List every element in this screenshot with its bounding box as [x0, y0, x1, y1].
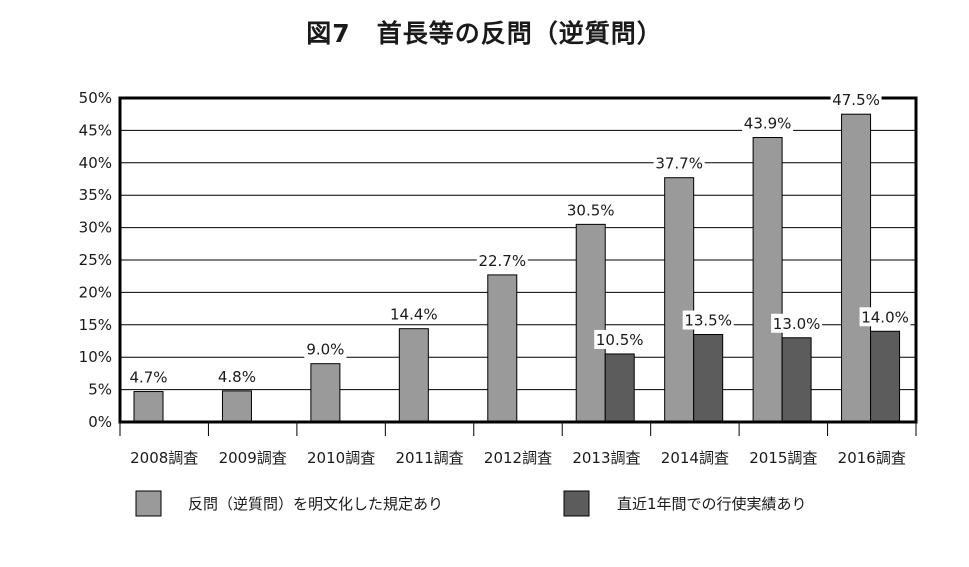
data-label: 22.7% — [478, 252, 526, 270]
data-label-bg — [682, 310, 734, 330]
data-label-bg — [742, 113, 794, 133]
plot-frame — [118, 96, 918, 424]
x-tick-label: 2013調査 — [572, 449, 640, 467]
axes: 0% 5% 10% 15% 20% 25% 30% 35% 40% 45% 50% 2008調査 200… — [79, 89, 917, 467]
x-tick-label: 2009調査 — [219, 449, 287, 467]
data-label-bg — [859, 307, 911, 327]
bar-series-1 — [133, 391, 164, 423]
data-label-bg — [388, 304, 440, 324]
legend-swatch — [135, 490, 162, 517]
data-label: 43.9% — [744, 115, 792, 133]
data-label: 30.5% — [567, 201, 615, 219]
chart-title: 図7 首長等の反問（逆質問） — [306, 19, 663, 48]
y-tick-label: 25% — [79, 251, 112, 269]
data-label: 4.8% — [218, 368, 256, 386]
data-label: 14.0% — [861, 308, 909, 326]
legend-label: 反問（逆質問）を明文化した規定あり — [188, 495, 443, 513]
y-tick-label: 40% — [79, 154, 112, 172]
x-tick-label: 2008調査 — [130, 449, 198, 467]
bar-series-1 — [841, 113, 872, 423]
bar-series-1 — [664, 177, 695, 423]
data-label-bg — [565, 200, 617, 220]
x-tick-label: 2010調査 — [307, 449, 375, 467]
data-label-bg — [476, 250, 528, 270]
data-label: 14.4% — [390, 306, 438, 324]
y-tick-label: 35% — [79, 186, 112, 204]
data-label-bg — [830, 90, 882, 110]
data-label: 10.5% — [596, 331, 644, 349]
data-label-bg — [771, 313, 823, 333]
bar-series-1 — [487, 274, 518, 423]
x-tick-label: 2015調査 — [749, 449, 817, 467]
data-label-bg — [215, 366, 258, 386]
x-tick-label: 2014調査 — [661, 449, 729, 467]
data-labels: 4.7% 4.8% 9.0% 14.4% 22.7% 30.5% 37.7% 43.9% 47.… — [127, 90, 911, 387]
y-tick-label: 30% — [79, 219, 112, 237]
legend: 反問（逆質問）を明文化した規定あり 直近1年間での行使実績あり — [135, 490, 807, 517]
data-label: 13.0% — [773, 315, 821, 333]
data-label: 4.7% — [129, 369, 167, 387]
x-tick-label: 2012調査 — [484, 449, 552, 467]
data-label: 13.5% — [684, 312, 732, 330]
bar-series-1 — [310, 363, 341, 423]
bar-series-2 — [693, 334, 724, 423]
bar-series-2 — [604, 353, 635, 423]
bar-series-1 — [398, 328, 429, 423]
y-tick-label: 50% — [79, 89, 112, 107]
data-label-bg — [127, 367, 170, 387]
y-tick-label: 15% — [79, 316, 112, 334]
y-tick-label: 10% — [79, 348, 112, 366]
x-tick-label: 2016調査 — [838, 449, 906, 467]
x-tick-label: 2011調査 — [395, 449, 463, 467]
data-label: 9.0% — [306, 341, 344, 359]
y-tick-label: 0% — [88, 413, 112, 431]
data-label-bg — [304, 339, 347, 359]
legend-swatch — [563, 490, 590, 517]
data-label-bg — [594, 329, 646, 349]
bar-series-1 — [752, 137, 783, 423]
bar-series-2 — [781, 337, 812, 423]
data-label: 37.7% — [655, 155, 703, 173]
bars — [133, 113, 901, 423]
data-label: 47.5% — [832, 91, 880, 109]
bar-series-1 — [221, 390, 252, 423]
legend-label: 直近1年間での行使実績あり — [617, 495, 807, 513]
bar-series-2 — [870, 330, 901, 423]
data-label-bg — [653, 153, 705, 173]
y-tick-label: 45% — [79, 121, 112, 139]
bar-series-1 — [575, 223, 606, 423]
y-tick-label: 5% — [88, 381, 112, 399]
y-tick-label: 20% — [79, 283, 112, 301]
